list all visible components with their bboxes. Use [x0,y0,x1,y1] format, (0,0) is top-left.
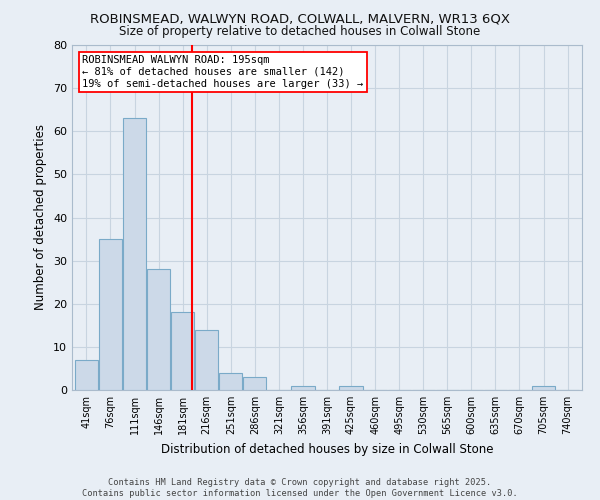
Bar [243,377,266,390]
Bar [171,312,194,390]
Bar [75,360,98,390]
Bar [219,373,242,390]
Text: ROBINSMEAD, WALWYN ROAD, COLWALL, MALVERN, WR13 6QX: ROBINSMEAD, WALWYN ROAD, COLWALL, MALVER… [90,12,510,26]
Bar [195,330,218,390]
Bar [340,386,363,390]
Bar [291,386,314,390]
Text: Contains HM Land Registry data © Crown copyright and database right 2025.
Contai: Contains HM Land Registry data © Crown c… [82,478,518,498]
Bar [123,118,146,390]
Text: ROBINSMEAD WALWYN ROAD: 195sqm
← 81% of detached houses are smaller (142)
19% of: ROBINSMEAD WALWYN ROAD: 195sqm ← 81% of … [82,56,364,88]
Text: Size of property relative to detached houses in Colwall Stone: Size of property relative to detached ho… [119,25,481,38]
Y-axis label: Number of detached properties: Number of detached properties [34,124,47,310]
X-axis label: Distribution of detached houses by size in Colwall Stone: Distribution of detached houses by size … [161,442,493,456]
Bar [532,386,555,390]
Bar [147,269,170,390]
Bar [99,239,122,390]
